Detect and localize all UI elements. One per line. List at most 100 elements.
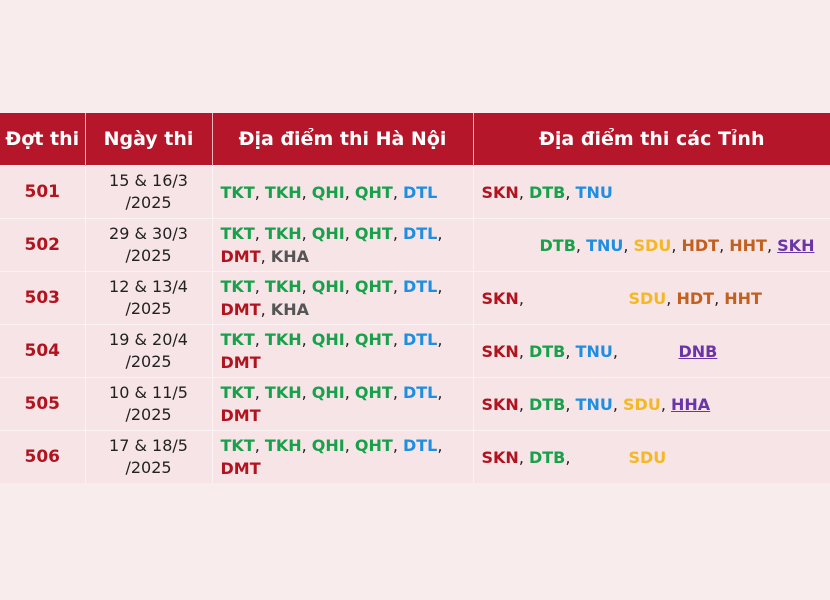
hanoi-locations: TKT, TKH, QHI, QHT, DTL, DMT xyxy=(212,430,474,483)
date-line-1: 10 & 11/5 xyxy=(109,383,188,402)
exam-schedule-table: Đợt thi Ngày thi Địa điểm thi Hà Nội Địa… xyxy=(0,113,830,483)
location-code: DTL xyxy=(402,330,438,349)
location-code: QHI xyxy=(311,277,345,296)
location-code: SDU xyxy=(628,447,667,467)
location-code: DTB xyxy=(528,341,566,361)
location-code: HDT xyxy=(676,288,715,308)
location-code: DTB xyxy=(528,182,566,202)
location-code: TKH xyxy=(264,224,302,243)
table-row: 504 19 & 20/4 /2025 TKT, TKH, QHI, QHT, … xyxy=(0,324,830,378)
location-link[interactable]: DNB xyxy=(678,341,718,361)
location-code: SDU xyxy=(623,394,661,414)
location-code: DTB xyxy=(539,235,576,255)
location-code: HHT xyxy=(724,288,762,308)
location-code: DTL xyxy=(402,277,438,296)
date-line-1: 17 & 18/5 xyxy=(109,436,188,455)
table-row: 502 29 & 30/3 /2025 TKT, TKH, QHI, QHT, … xyxy=(0,218,830,272)
date-line-1: 19 & 20/4 xyxy=(109,330,188,349)
hanoi-locations: TKT, TKH, QHI, QHT, DTL xyxy=(212,165,474,219)
location-code: TKT xyxy=(220,383,255,402)
location-code: HDT xyxy=(681,235,720,255)
location-code: SKN xyxy=(481,182,519,202)
table-row: 501 15 & 16/3 /2025 TKT, TKH, QHI, QHT, … xyxy=(0,165,830,219)
location-code: HHT xyxy=(729,235,767,255)
location-code: KHA xyxy=(270,247,309,266)
location-code: DTL xyxy=(402,436,438,455)
location-code: TKH xyxy=(264,182,302,202)
location-code: SKN xyxy=(481,341,519,361)
date-line-2: /2025 xyxy=(125,352,172,371)
location-code: QHT xyxy=(354,224,393,243)
location-code: DMT xyxy=(220,247,261,266)
header-dot-thi: Đợt thi xyxy=(0,113,86,166)
hanoi-locations: TKT, TKH, QHI, QHT, DTL, DMT, KHA xyxy=(212,218,474,272)
location-code: DMT xyxy=(220,300,261,319)
exam-date: 12 & 13/4 /2025 xyxy=(85,271,213,325)
table-row: 505 10 & 11/5 /2025 TKT, TKH, QHI, QHT, … xyxy=(0,377,830,431)
date-line-1: 12 & 13/4 xyxy=(109,277,188,296)
province-locations: SKN, SDU, HDT, HHT xyxy=(473,271,830,325)
location-code: TKH xyxy=(264,277,302,296)
location-code: TKT xyxy=(220,436,255,455)
location-code: SKN xyxy=(481,394,519,414)
location-code: TNU xyxy=(575,394,613,414)
location-code: TKH xyxy=(264,383,302,402)
location-code: QHT xyxy=(354,436,393,455)
exam-round: 501 xyxy=(0,165,86,219)
location-code: SDU xyxy=(628,288,667,308)
location-code: DTL xyxy=(402,224,438,243)
date-line-2: /2025 xyxy=(125,458,172,477)
location-link[interactable]: HHA xyxy=(670,394,711,414)
province-locations: DTB, TNU, SDU, HDT, HHT, SKH xyxy=(473,218,830,272)
location-code: TKH xyxy=(264,330,302,349)
location-code: QHT xyxy=(354,330,393,349)
date-line-2: /2025 xyxy=(125,193,172,212)
location-code: KHA xyxy=(270,300,309,319)
exam-round: 504 xyxy=(0,324,86,378)
header-dia-diem-ha-noi: Địa điểm thi Hà Nội xyxy=(212,113,474,166)
date-line-2: /2025 xyxy=(125,405,172,424)
header-dia-diem-tinh: Địa điểm thi các Tỉnh xyxy=(473,113,830,166)
location-code: DTB xyxy=(528,394,566,414)
table-row: 503 12 & 13/4 /2025 TKT, TKH, QHI, QHT, … xyxy=(0,271,830,325)
hanoi-locations: TKT, TKH, QHI, QHT, DTL, DMT xyxy=(212,377,474,431)
location-code: TKT xyxy=(220,182,255,202)
exam-round: 505 xyxy=(0,377,86,431)
location-code: TKH xyxy=(264,436,302,455)
date-line-2: /2025 xyxy=(125,246,172,265)
header-ngay-thi: Ngày thi xyxy=(85,113,213,166)
date-line-2: /2025 xyxy=(125,299,172,318)
province-locations: SKN, DTB, TNU, DNB xyxy=(473,324,830,378)
location-code: DMT xyxy=(220,406,261,425)
exam-date: 29 & 30/3 /2025 xyxy=(85,218,213,272)
province-locations: SKN, DTB, TNU, SDU, HHA xyxy=(473,377,830,431)
location-code: DMT xyxy=(220,353,261,372)
location-code: QHI xyxy=(311,330,345,349)
location-code: QHT xyxy=(354,182,393,202)
exam-date: 15 & 16/3 /2025 xyxy=(85,165,213,219)
province-locations: SKN, DTB, SDU xyxy=(473,430,830,483)
location-code: QHI xyxy=(311,182,345,202)
exam-round: 502 xyxy=(0,218,86,272)
location-code: SDU xyxy=(633,235,672,255)
header-row: Đợt thi Ngày thi Địa điểm thi Hà Nội Địa… xyxy=(0,113,830,166)
hanoi-locations: TKT, TKH, QHI, QHT, DTL, DMT xyxy=(212,324,474,378)
date-line-1: 29 & 30/3 xyxy=(109,224,188,243)
location-code: TNU xyxy=(586,235,624,255)
location-code: TKT xyxy=(220,277,255,296)
hanoi-locations: TKT, TKH, QHI, QHT, DTL, DMT, KHA xyxy=(212,271,474,325)
date-line-1: 15 & 16/3 xyxy=(109,171,188,190)
location-code: SKN xyxy=(481,447,519,467)
table-row: 506 17 & 18/5 /2025 TKT, TKH, QHI, QHT, … xyxy=(0,430,830,483)
province-locations: SKN, DTB, TNU xyxy=(473,165,830,219)
location-code: QHT xyxy=(354,277,393,296)
location-code: QHI xyxy=(311,436,345,455)
location-code: QHT xyxy=(354,383,393,402)
location-code: TKT xyxy=(220,224,255,243)
exam-date: 17 & 18/5 /2025 xyxy=(85,430,213,483)
location-code: SKN xyxy=(481,288,519,308)
exam-date: 10 & 11/5 /2025 xyxy=(85,377,213,431)
location-code: DTL xyxy=(402,182,438,202)
location-code: QHI xyxy=(311,383,345,402)
location-link[interactable]: SKH xyxy=(777,235,815,255)
